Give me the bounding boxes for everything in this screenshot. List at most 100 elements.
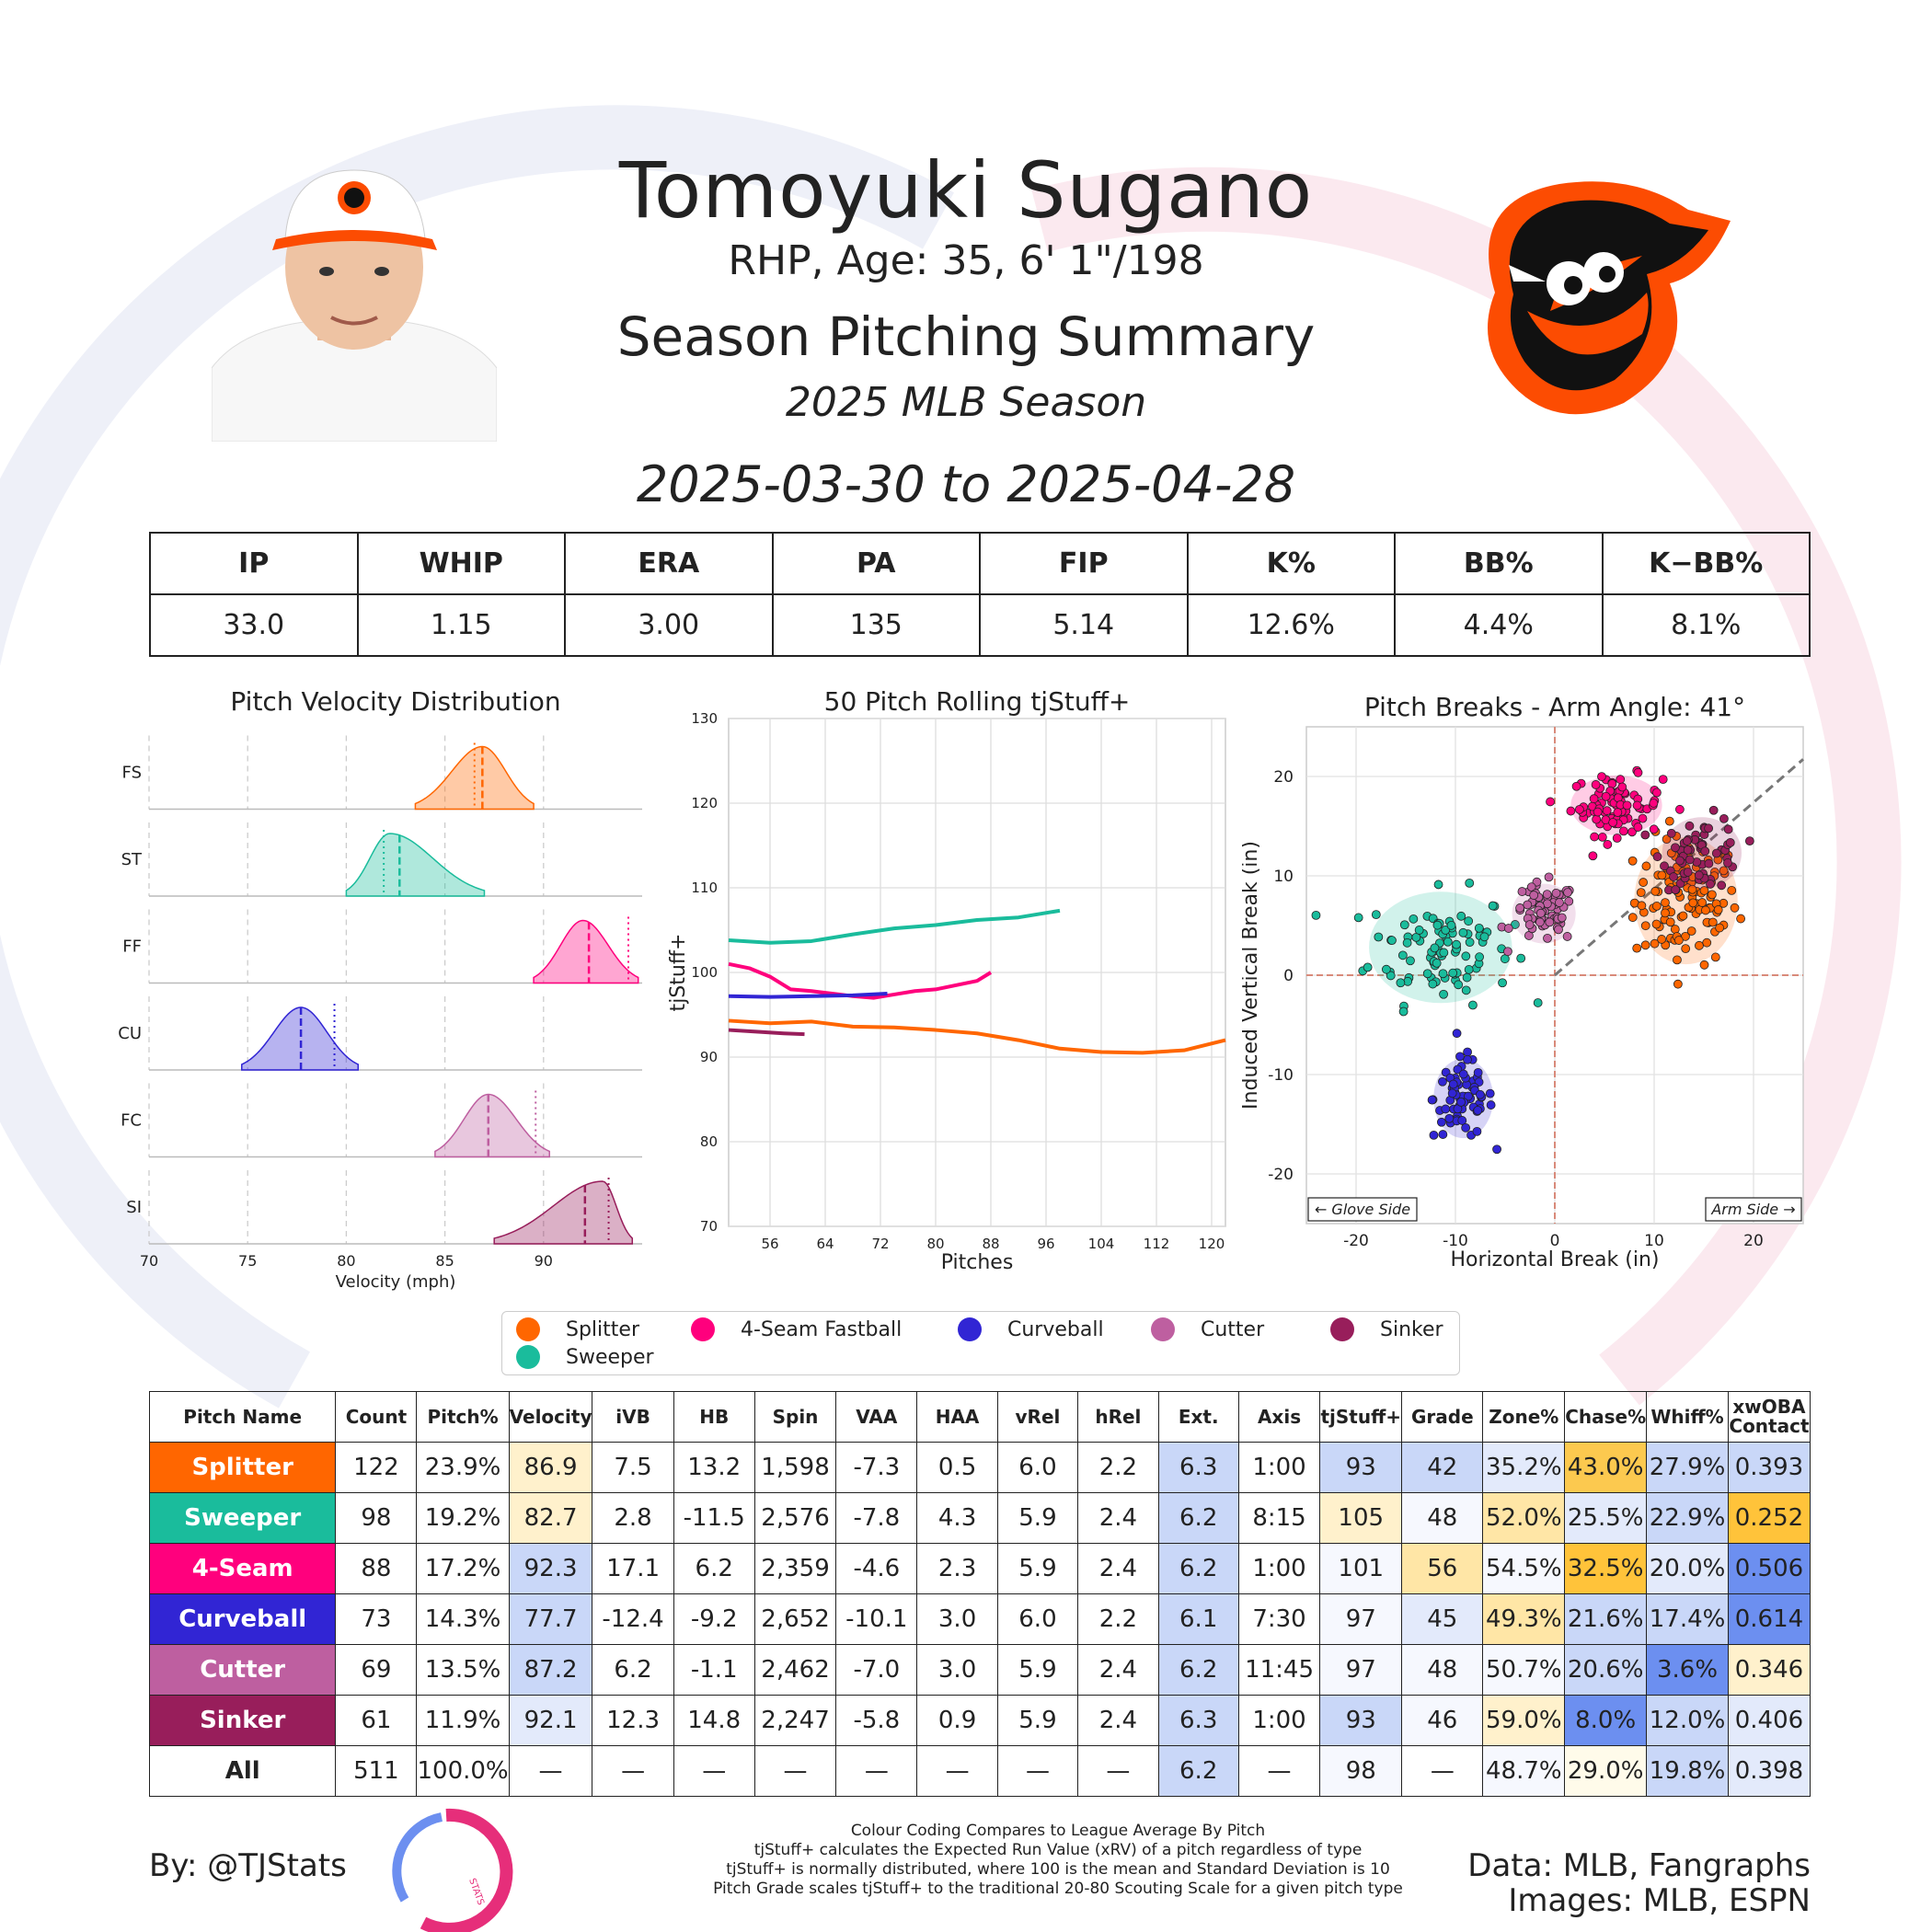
break-point [1475,1089,1485,1099]
table-cell: 98 [1319,1745,1403,1797]
break-point [1638,813,1648,823]
break-point [1464,1091,1473,1101]
table-cell: 29.0% [1564,1745,1648,1797]
x-tick-label: 96 [1037,1236,1054,1252]
break-point [1441,1104,1451,1114]
stat-header: ERA [564,532,774,595]
break-point [1673,936,1684,945]
y-tick-label: 80 [700,1133,718,1150]
table-cell: 2,247 [753,1695,837,1746]
break-point [1660,861,1669,871]
break-point [1461,951,1471,961]
y-axis-label: tjStuff+ [667,934,690,1012]
break-point [1571,781,1581,791]
break-point [1438,969,1448,979]
break-point [1744,836,1754,846]
table-cell: 42 [1401,1442,1484,1493]
break-point [1695,940,1704,950]
table-cell: — [835,1745,918,1797]
stat-value: 8.1% [1601,593,1811,657]
table-cell: 122 [335,1442,418,1493]
table-cell: 48 [1401,1492,1484,1544]
footnote: Colour Coding Compares to League Average… [850,1822,1266,1840]
footnote: tjStuff+ calculates the Expected Run Val… [753,1841,1363,1859]
table-header: Whiff% [1646,1391,1729,1443]
break-point [1651,788,1662,798]
table-cell: 7:30 [1237,1593,1321,1645]
break-point [1633,822,1643,832]
table-header: HB [673,1391,755,1443]
season-label: 2025 MLB Season [785,379,1147,426]
table-cell: 11:45 [1237,1644,1321,1696]
break-point [1464,916,1474,926]
y-tick-label: 130 [691,710,718,727]
tjstats-logo-text: STATS [466,1877,486,1906]
pitch-code-label: FF [122,937,142,957]
break-point [1397,950,1408,960]
break-point [1713,905,1723,914]
rolling-tjstuff-chart: 50 Pitch Rolling tjStuff+ 70 80 90 100 110 120… [667,686,1226,1274]
break-point [1650,938,1660,949]
break-point [1399,920,1409,930]
table-header: HAA [916,1391,998,1443]
table-row: Curveball 73 14.3% 77.7 -12.4 -9.2 2,652 -10.1 3… [148,1593,1811,1645]
stat-header: WHIP [356,532,566,595]
table-header: VAA [835,1391,918,1443]
break-point [1374,932,1384,942]
legend-label: Curveball [1007,1317,1104,1341]
break-point [1633,767,1643,777]
table-cell: 101 [1319,1543,1403,1594]
stat-header: PA [771,532,981,595]
break-point [1730,903,1740,913]
table-cell: 54.5% [1482,1543,1566,1594]
break-point [1664,816,1674,826]
table-cell: -7.8 [835,1492,918,1544]
rolling-line [728,1028,805,1037]
break-point [1711,848,1721,858]
break-point [1727,885,1737,895]
break-point [1353,913,1363,923]
legend-marker [516,1317,540,1341]
break-point [1686,926,1696,936]
x-axis-label: Horizontal Break (in) [1451,1248,1660,1271]
table-cell: 2.4 [1077,1492,1159,1544]
break-point [1563,888,1572,898]
x-tick-label: 104 [1088,1236,1115,1252]
table-cell: 2,652 [753,1593,837,1645]
table-header: iVB [592,1391,674,1443]
break-point [1566,806,1576,816]
break-point [1363,962,1373,972]
legend-marker [691,1317,715,1341]
table-row: Cutter 69 13.5% 87.2 6.2 -1.1 2,462 -7.0 3.0 5.9 2… [148,1644,1811,1696]
table-cell: 93 [1319,1442,1403,1493]
table-cell: 43.0% [1564,1442,1648,1493]
pitch-name-cell: Sinker [148,1695,337,1746]
table-cell: 13.5% [416,1644,510,1696]
x-axis-label: Velocity (mph) [336,1272,456,1292]
break-point [1673,955,1682,965]
table-cell: 69 [335,1644,418,1696]
table-cell: 6.2 [1157,1492,1239,1544]
break-point [1444,1113,1455,1123]
break-point [1574,804,1584,814]
break-point [1516,953,1526,963]
table-cell: 5.9 [996,1492,1079,1544]
table-header: Ext. [1157,1391,1239,1443]
table-cell: 1:00 [1237,1695,1321,1746]
player-bio: RHP, Age: 35, 6' 1"/198 [728,237,1204,284]
table-cell: 32.5% [1564,1543,1648,1594]
table-header: tjStuff+ [1319,1391,1403,1443]
table-cell: — [592,1745,674,1797]
break-point [1617,782,1627,792]
break-point [1616,775,1626,785]
player-headshot [212,169,497,442]
break-point [1627,913,1638,923]
break-point [1446,920,1456,930]
table-cell: 3.6% [1646,1644,1729,1696]
break-point [1649,799,1659,808]
x-tick-label: 64 [816,1236,834,1252]
table-cell: 93 [1319,1695,1403,1746]
table-cell: 3.0 [916,1593,998,1645]
break-point [1486,1100,1496,1110]
table-cell: 92.3 [508,1543,593,1594]
